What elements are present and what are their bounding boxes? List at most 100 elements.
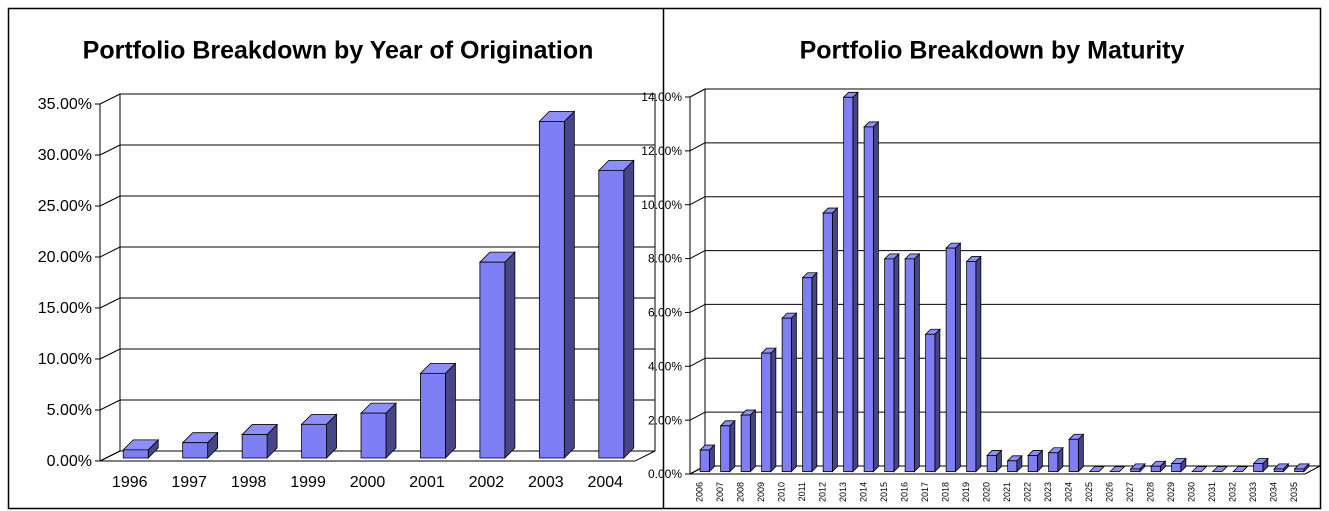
x-tick-label: 2010	[777, 482, 787, 502]
bar-side	[954, 242, 961, 473]
y-tick-label: 10.00%	[38, 351, 92, 368]
bar	[1273, 468, 1284, 472]
bar-side	[563, 110, 575, 459]
y-tick-label: 14.00%	[641, 90, 682, 104]
x-tick-label: 2013	[838, 482, 848, 502]
bar	[1027, 455, 1038, 473]
grid-line	[99, 144, 121, 156]
grid-line	[689, 142, 706, 152]
x-tick-label: 2001	[409, 474, 445, 491]
bar-top	[1109, 466, 1126, 473]
x-tick-label: 2018	[941, 482, 951, 502]
x-tick-label: 1996	[112, 474, 148, 491]
bar	[1048, 452, 1059, 473]
bar	[182, 442, 209, 459]
grid-line	[99, 195, 121, 207]
x-tick-label: 2004	[587, 474, 623, 491]
bar	[1171, 463, 1182, 472]
x-tick-label: 2023	[1043, 482, 1053, 502]
bar	[1253, 463, 1264, 472]
bar-side	[729, 419, 736, 473]
x-tick-label: 2035	[1289, 482, 1299, 502]
x-tick-label: 2025	[1084, 482, 1094, 502]
bar	[241, 434, 268, 459]
x-tick-label: 2009	[756, 482, 766, 502]
x-tick-label: 2033	[1248, 482, 1258, 502]
grid-line	[99, 297, 121, 309]
x-tick-label: 2014	[859, 482, 869, 502]
bar	[479, 261, 506, 459]
bar	[925, 333, 936, 472]
x-tick-label: 2007	[715, 482, 725, 502]
x-tick-label: 2021	[1002, 482, 1012, 502]
frame	[7, 7, 1322, 510]
bar	[720, 425, 731, 473]
bar-top	[1191, 466, 1208, 473]
x-tick-label: 2026	[1105, 482, 1115, 502]
bar	[966, 261, 977, 472]
x-tick-label: 2030	[1187, 482, 1197, 502]
x-tick-label: 2002	[469, 474, 505, 491]
bar	[740, 414, 751, 472]
y-tick-label: 4.00%	[648, 359, 682, 373]
x-tick-label: 2024	[1064, 482, 1074, 502]
bar-side	[445, 362, 456, 459]
y-tick-label: 8.00%	[648, 252, 682, 266]
bar	[802, 277, 813, 473]
y-tick-label: 20.00%	[38, 249, 92, 266]
x-tick-label: 2027	[1125, 482, 1135, 502]
bar	[699, 449, 710, 472]
bar	[420, 372, 446, 459]
bar-side	[872, 120, 879, 473]
x-tick-label: 2011	[797, 482, 807, 501]
x-tick-label: 2031	[1207, 482, 1217, 502]
bar-side	[504, 251, 516, 459]
grid-line	[689, 357, 706, 367]
grid-line	[99, 93, 121, 105]
y-tick-label: 15.00%	[38, 300, 92, 317]
grid-line	[689, 196, 706, 206]
y-tick-label: 10.00%	[641, 198, 682, 212]
y-tick-label: 30.00%	[38, 147, 92, 164]
x-tick-label: 1998	[231, 474, 267, 491]
bar-side	[749, 409, 756, 473]
bar-top	[1088, 466, 1105, 473]
bar	[301, 423, 327, 459]
grid-line	[99, 399, 121, 411]
bar	[1150, 465, 1161, 473]
bar-side	[831, 207, 838, 473]
chart-title: Portfolio Breakdown by Maturity	[800, 37, 1185, 65]
bar	[822, 212, 833, 472]
bar	[360, 412, 387, 459]
y-tick-label: 2.00%	[648, 413, 682, 427]
grid-line	[99, 348, 121, 360]
x-tick-label: 2032	[1228, 482, 1238, 502]
x-tick-label: 2000	[350, 474, 386, 491]
bar-side	[934, 328, 941, 473]
x-tick-label: 2017	[920, 482, 930, 502]
grid-line	[689, 88, 706, 98]
bar	[122, 449, 149, 459]
chart-title: Portfolio Breakdown by Year of Originati…	[83, 37, 594, 65]
bar	[945, 247, 956, 472]
x-tick-label: 2006	[695, 482, 705, 502]
bar-side	[770, 347, 777, 473]
y-tick-label: 6.00%	[648, 306, 682, 320]
x-tick-label: 2012	[818, 482, 828, 502]
bar-top	[1232, 466, 1249, 473]
bar	[863, 126, 874, 472]
bar-side	[1077, 433, 1084, 473]
x-tick-label: 2016	[900, 482, 910, 502]
bar	[884, 258, 895, 473]
bar	[1130, 468, 1141, 472]
x-tick-label: 2028	[1146, 482, 1156, 502]
y-tick-label: 12.00%	[641, 144, 682, 158]
bar	[843, 96, 854, 472]
bar	[538, 121, 565, 459]
x-tick-label: 2029	[1166, 482, 1176, 502]
grid-line	[689, 411, 706, 421]
x-tick-label: 1999	[290, 474, 326, 491]
bar	[904, 258, 915, 473]
bar-side	[975, 255, 982, 473]
